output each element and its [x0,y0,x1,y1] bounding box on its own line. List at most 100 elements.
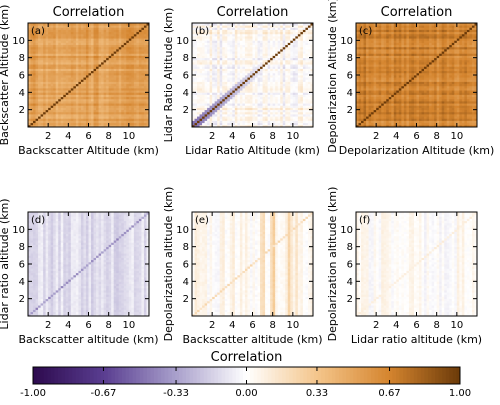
heatmap-cell [307,31,311,35]
heatmap-cell [131,57,135,61]
heatmap-cell [363,79,367,82]
heatmap-cell [106,122,110,126]
heatmap-cell [212,107,216,111]
heatmap-cell [111,68,115,72]
heatmap-cell [58,107,62,111]
heatmap-cell [249,101,253,104]
heatmap-cell [227,83,231,87]
heatmap-cell [68,120,72,124]
heatmap-cell [38,38,41,41]
heatmap-cell [363,40,367,43]
heatmap-cell [310,118,314,121]
heatmap-cell [78,98,82,102]
heatmap-cell [297,36,301,39]
heatmap-cell [28,79,31,82]
heatmap-cell [244,79,248,82]
heatmap-cell [121,124,125,128]
heatmap-cell [96,116,99,119]
heatmap-cell [207,38,211,41]
heatmap-cell [70,79,74,82]
heatmap-cell [118,107,122,111]
heatmap-cell [35,46,39,50]
heatmap-cell [30,83,34,87]
heatmap-cell [98,107,102,111]
panel-label: (a) [31,26,45,37]
heatmap-cell [297,111,301,115]
heatmap-cell [45,109,49,113]
heatmap-cell [270,120,274,124]
heatmap-cell [108,42,112,46]
heatmap-cell [58,85,62,89]
heatmap-cell [138,114,142,117]
heatmap-cell [118,49,122,52]
heatmap-cell [83,79,87,82]
heatmap-cell [358,40,362,43]
heatmap-cell [277,40,281,43]
heatmap-cell [265,94,269,98]
heatmap-cell [199,68,203,72]
heatmap-cell [262,40,266,43]
heatmap-cell [305,62,309,65]
heatmap-cell [65,29,69,33]
heatmap-cell [214,38,218,41]
heatmap-cell [285,70,289,74]
heatmap-cell [111,62,115,65]
heatmap-cell [270,118,274,121]
heatmap-cell [368,23,372,26]
heatmap-cell [207,51,211,54]
heatmap-cell [280,31,284,35]
heatmap-cell [33,36,36,39]
heatmap-cell [88,114,92,117]
heatmap-cell [260,49,263,52]
heatmap-cell [244,88,248,91]
heatmap-cell [123,75,127,78]
heatmap-cell [68,124,72,128]
heatmap-cell [65,105,69,108]
heatmap-cell [209,96,213,100]
heatmap-cell [260,25,263,28]
heatmap-cell [207,40,211,43]
heatmap-cell [239,72,243,76]
heatmap-cell [204,120,208,124]
heatmap-cell [234,111,238,115]
heatmap-cell [28,107,31,111]
heatmap-cell [234,118,238,121]
heatmap-cell [78,109,82,113]
heatmap-cell [199,57,203,61]
heatmap-cell [48,31,52,35]
heatmap-cell [212,118,216,121]
heatmap-cell [108,77,112,80]
heatmap-cell [262,118,266,121]
heatmap-cell [356,68,359,72]
heatmap-cell [265,40,269,43]
heatmap-cell [194,83,198,87]
heatmap-cell [93,33,97,37]
heatmap-cell [310,90,314,93]
heatmap-cell [28,101,31,104]
heatmap-cell [277,62,281,65]
heatmap-cell [35,101,39,104]
heatmap-cell [222,96,226,100]
heatmap-cell [101,120,105,124]
heatmap-cell [103,31,107,35]
heatmap-cell [68,88,72,91]
heatmap-cell [121,94,125,98]
heatmap-cell [285,77,289,80]
heatmap-cell [214,75,218,78]
heatmap-cell [108,83,112,87]
heatmap-cell [33,124,36,128]
heatmap-cell [265,77,269,80]
heatmap-cell [252,55,256,59]
heatmap-cell [101,85,105,89]
heatmap-cell [255,92,258,95]
heatmap-cell [63,114,67,117]
heatmap-cell [371,68,375,72]
heatmap-cell [43,25,47,28]
heatmap-cell [297,27,301,30]
heatmap-cell [270,124,274,128]
heatmap-cell [143,124,147,128]
heatmap-cell [244,44,248,48]
heatmap-cell [204,118,208,121]
heatmap-cell [272,57,276,61]
heatmap-cell [305,23,309,26]
